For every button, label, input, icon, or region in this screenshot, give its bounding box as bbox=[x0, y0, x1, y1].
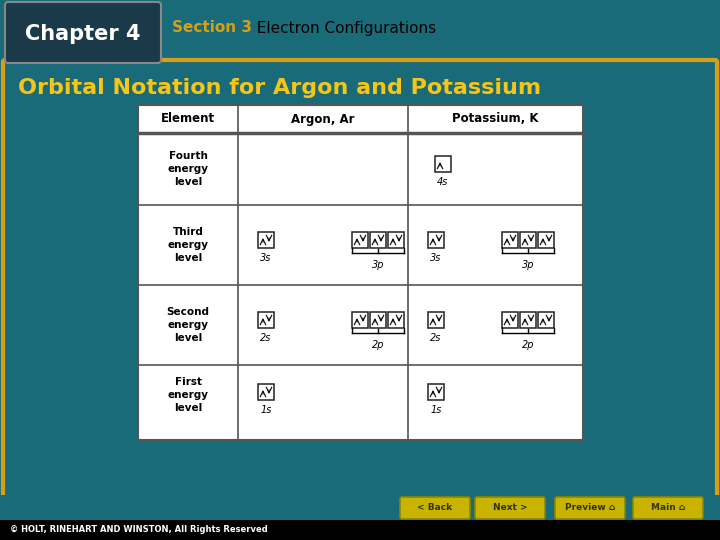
Text: 2s: 2s bbox=[261, 333, 271, 343]
Text: Third
energy
level: Third energy level bbox=[168, 227, 209, 263]
Bar bbox=[388, 312, 404, 328]
Bar bbox=[370, 312, 386, 328]
Bar bbox=[0, 495, 720, 520]
Bar bbox=[258, 312, 274, 328]
Text: Section 3: Section 3 bbox=[172, 21, 252, 36]
Text: 2p: 2p bbox=[522, 340, 534, 350]
Bar bbox=[520, 312, 536, 328]
Bar bbox=[138, 105, 583, 440]
Text: 2p: 2p bbox=[372, 340, 384, 350]
Text: < Back: < Back bbox=[418, 503, 453, 512]
Text: Main ⌂: Main ⌂ bbox=[651, 503, 685, 512]
Bar bbox=[352, 232, 368, 248]
FancyBboxPatch shape bbox=[555, 497, 625, 519]
Bar bbox=[428, 232, 444, 248]
Text: 1s: 1s bbox=[261, 405, 271, 415]
FancyBboxPatch shape bbox=[633, 497, 703, 519]
Text: Chapter 4: Chapter 4 bbox=[25, 24, 140, 44]
Text: Orbital Notation for Argon and Potassium: Orbital Notation for Argon and Potassium bbox=[18, 78, 541, 98]
Text: Potassium, K: Potassium, K bbox=[452, 112, 539, 125]
Bar bbox=[435, 156, 451, 172]
Text: Argon, Ar: Argon, Ar bbox=[292, 112, 355, 125]
Text: First
energy
level: First energy level bbox=[168, 377, 209, 413]
Bar bbox=[428, 312, 444, 328]
Text: Electron Configurations: Electron Configurations bbox=[247, 21, 436, 36]
Text: © HOLT, RINEHART AND WINSTON, All Rights Reserved: © HOLT, RINEHART AND WINSTON, All Rights… bbox=[10, 525, 268, 535]
Text: Fourth
energy
level: Fourth energy level bbox=[168, 151, 209, 187]
Bar bbox=[258, 232, 274, 248]
FancyBboxPatch shape bbox=[5, 2, 161, 63]
Text: Second
energy
level: Second energy level bbox=[166, 307, 210, 343]
Text: 2s: 2s bbox=[431, 333, 441, 343]
Bar bbox=[352, 312, 368, 328]
Text: 1s: 1s bbox=[431, 405, 441, 415]
Bar bbox=[258, 384, 274, 400]
Text: 4s: 4s bbox=[437, 177, 449, 187]
Text: 3s: 3s bbox=[261, 253, 271, 263]
Bar bbox=[538, 312, 554, 328]
Bar bbox=[388, 232, 404, 248]
Bar bbox=[538, 232, 554, 248]
FancyBboxPatch shape bbox=[475, 497, 545, 519]
Text: 3p: 3p bbox=[372, 260, 384, 270]
FancyBboxPatch shape bbox=[400, 497, 470, 519]
Text: 3p: 3p bbox=[522, 260, 534, 270]
Bar bbox=[0, 520, 720, 540]
Bar bbox=[370, 232, 386, 248]
Bar bbox=[502, 312, 518, 328]
Text: 3s: 3s bbox=[431, 253, 441, 263]
Bar bbox=[428, 384, 444, 400]
Text: Element: Element bbox=[161, 112, 215, 125]
Bar bbox=[520, 232, 536, 248]
Text: Next >: Next > bbox=[492, 503, 527, 512]
Bar bbox=[502, 232, 518, 248]
Text: Preview ⌂: Preview ⌂ bbox=[564, 503, 615, 512]
